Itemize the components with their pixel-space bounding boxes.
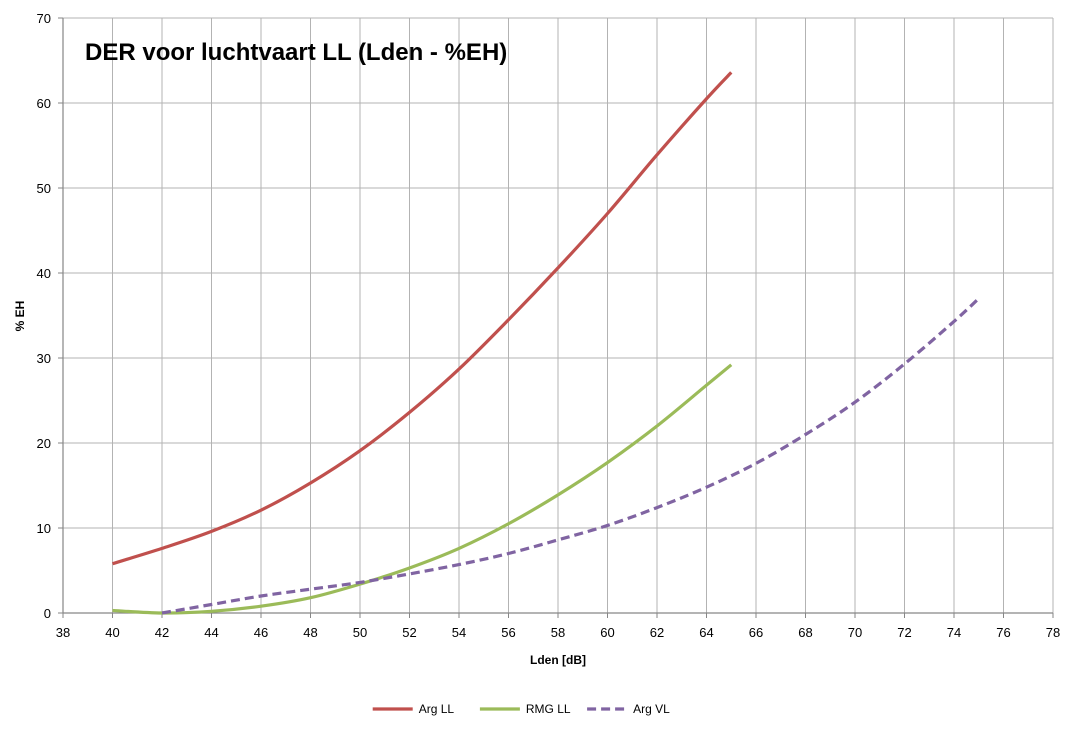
legend-label: Arg VL (633, 702, 670, 716)
x-tick-label: 46 (254, 625, 268, 640)
legend: Arg LL RMG LL Arg VL (372, 702, 670, 716)
grid-lines (62, 17, 1054, 614)
x-tick-label: 78 (1046, 625, 1060, 640)
y-tick-label: 30 (37, 351, 51, 366)
x-tick-label: 64 (699, 625, 713, 640)
y-tick-label: 60 (37, 96, 51, 111)
x-tick-label: 40 (105, 625, 119, 640)
legend-item: Arg LL (372, 702, 455, 716)
x-tick-label: 60 (600, 625, 614, 640)
x-tick-label: 72 (897, 625, 911, 640)
tick-labels: 38 40 42 44 46 48 50 52 54 56 58 60 62 64 66 68 70 72 74 76… (37, 11, 1061, 640)
axes (58, 17, 1054, 618)
x-tick-label: 76 (996, 625, 1010, 640)
y-tick-label: 40 (37, 266, 51, 281)
x-tick-label: 54 (452, 625, 466, 640)
series-line-rmg-ll (112, 363, 733, 615)
series-line-arg-vl (161, 297, 980, 615)
y-tick-label: 50 (37, 181, 51, 196)
x-axis-title: Lden [dB] (530, 653, 586, 667)
x-tick-label: 48 (303, 625, 317, 640)
x-tick-label: 52 (402, 625, 416, 640)
x-tick-label: 62 (650, 625, 664, 640)
x-tick-label: 44 (204, 625, 218, 640)
legend-label: Arg LL (419, 702, 455, 716)
x-tick-label: 66 (749, 625, 763, 640)
x-tick-label: 42 (155, 625, 169, 640)
legend-label: RMG LL (526, 702, 571, 716)
x-tick-label: 58 (551, 625, 565, 640)
x-tick-label: 50 (353, 625, 367, 640)
y-tick-label: 10 (37, 521, 51, 536)
chart-title: DER voor luchtvaart LL (Lden - %EH) (85, 39, 507, 66)
x-tick-label: 74 (947, 625, 961, 640)
legend-item: RMG LL (479, 702, 571, 716)
y-tick-label: 20 (37, 436, 51, 451)
y-tick-label: 70 (37, 11, 51, 26)
x-tick-label: 56 (501, 625, 515, 640)
series-lines (112, 71, 980, 615)
x-tick-label: 38 (56, 625, 70, 640)
x-tick-label: 70 (848, 625, 862, 640)
y-axis-title: % EH (13, 301, 27, 332)
x-tick-label: 68 (798, 625, 812, 640)
y-tick-label: 0 (44, 606, 51, 621)
series-line-arg-ll (112, 71, 733, 566)
legend-item: Arg VL (587, 702, 670, 716)
